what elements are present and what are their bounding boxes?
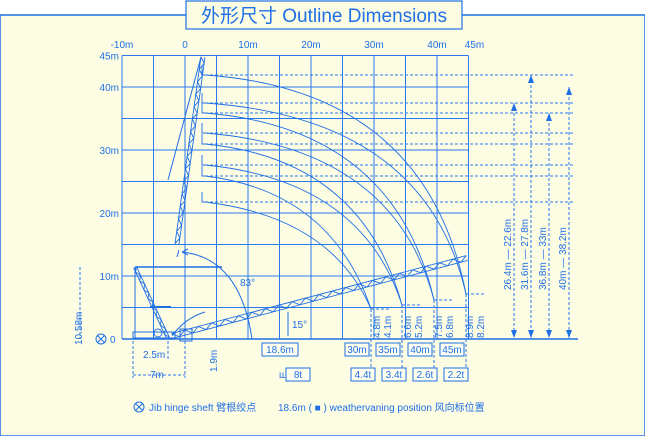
title-box [185,0,463,30]
boom-length-label: 30m [347,345,366,356]
angle-label: 83° [240,278,255,289]
boom-mark [176,249,180,258]
load-box [285,367,311,382]
boom-length-box [261,342,299,357]
y-tick-label: 20m [100,209,119,220]
frame [0,14,645,436]
weight-icon: ш [279,370,287,381]
hinge-symbol-icon [97,335,105,343]
tip-height-b: 5.2m [414,316,425,338]
width-a-label: 2.5m [143,350,165,361]
jib-curve [201,93,467,295]
legend-hinge: Jib hinge sheft 臂根绞点 [149,401,256,414]
jib-curve [201,65,467,295]
x-tick-label: 10m [238,40,257,51]
x-tick-label: 0 [182,40,188,51]
max-height-label: 36.8m — 33m [538,227,549,290]
load-box [412,367,438,382]
boom-length-label: 18.6m [266,345,294,356]
x-tick-label: -10m [111,40,134,51]
tip-height-a: 8.9m [465,316,476,338]
jib-curve [201,134,403,306]
load-label: 8t [294,370,303,381]
boom-length-box [407,342,433,357]
boom-lowered [171,255,468,339]
max-height-label: 40m — 38.2m [558,227,569,290]
crane-drawing [132,56,575,380]
boom-length-label: 35m [378,345,397,356]
load-box [443,367,469,382]
jib-curve [201,103,435,301]
tip-height-b: 6.8m [445,316,456,338]
max-height-label: 26.4m — 22.6m [503,219,514,290]
luffing-line [167,56,202,181]
x-tick-label: 45m [465,40,484,51]
boom-foot [171,311,206,337]
boom-raised [174,56,206,245]
y-tick-label: 0 [110,335,116,346]
boom-length-label: 40m [410,345,429,356]
tip-height-a: 7.5m [434,316,445,338]
load-label: 2.6t [417,370,434,381]
arrow [181,248,189,256]
load-label: 4.4t [355,370,372,381]
legend-vane: 18.6m ( ■ ) weathervaning position 风向标位置 [278,401,485,414]
boom-length-box [375,342,401,357]
boom-length-box [344,342,370,357]
angle-label: 15° [292,320,307,331]
load-label: 3.4t [386,370,403,381]
max-height-label: 31.6m — 27.8m [520,219,531,290]
y-tick-label: 45m [100,52,119,63]
axis-ticks: -10m 0 10m 20m 30m 40m 45m 45m 40m 30m 20m 10m 0 [95,40,484,346]
y-tick-label: 10m [100,272,119,283]
tip-height-a: 6.6m [403,316,414,338]
tip-height-b: 8.2m [476,316,487,338]
load-box [381,367,407,382]
hinge-symbol-icon [133,401,145,413]
angle-arc-83 [181,251,253,340]
jib-curve [201,166,372,310]
y-tick-label: 40m [100,83,119,94]
jib-curve [201,123,435,301]
labels: 83° 15° 4.8m 4.1m 6.6m 5.2m 7.5m 6.8m 8.9m 8.2m 26… [74,75,572,414]
boom-length-label: 45m [442,345,461,356]
tip-height-a: 4.8m [372,316,383,338]
tip-height-b: 4.1m [383,316,394,338]
hinge-height-label: 1.9m [209,350,220,372]
load-box [350,367,376,382]
hinge-symbol-icon [95,333,107,345]
x-tick-label: 30m [364,40,383,51]
width-b-label: 7m [150,370,164,381]
x-tick-label: 20m [301,40,320,51]
load-label: 2.2t [448,370,465,381]
title: 外形尺寸 Outline Dimensions [201,5,447,27]
jib-curve [201,155,403,306]
base-height-label: 10.58m [74,312,85,345]
mast [133,266,170,339]
boom-length-box [439,342,465,357]
drum [153,328,163,338]
x-tick-label: 40m [427,40,446,51]
hinge-block [179,328,193,342]
y-tick-label: 30m [100,146,119,157]
hinge-symbol-icon [135,403,143,411]
